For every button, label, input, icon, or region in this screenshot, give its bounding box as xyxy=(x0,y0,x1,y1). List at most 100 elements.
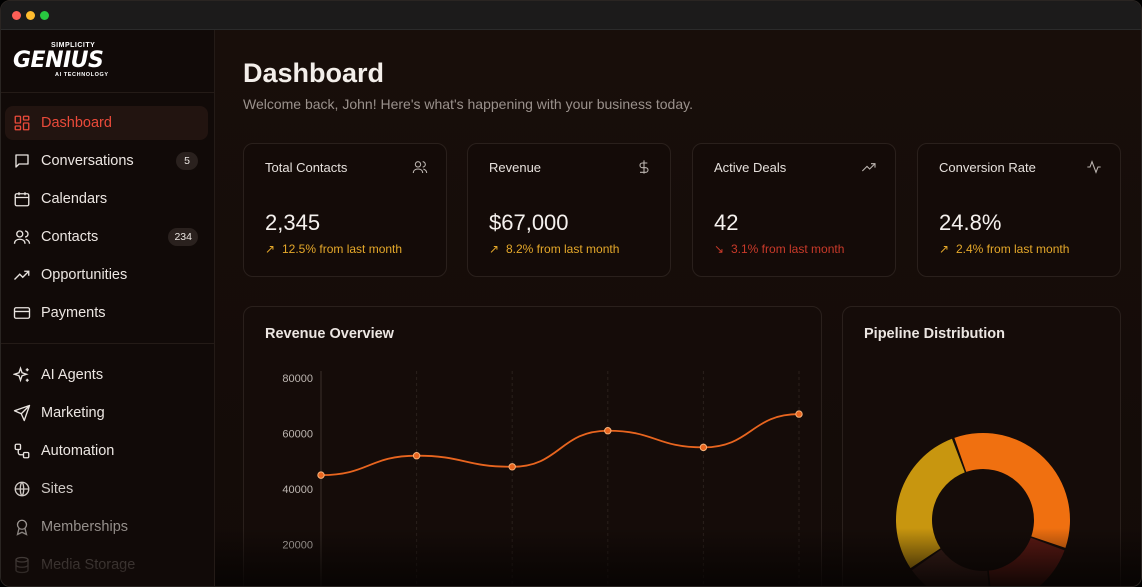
users-icon xyxy=(412,159,428,175)
globe-icon xyxy=(13,480,31,498)
sidebar-item-label: Payments xyxy=(41,305,106,321)
sidebar-item-label: Contacts xyxy=(41,229,99,245)
sidebar: SIMPLICITY GENIUS AI TECHNOLOGY Dashboar… xyxy=(1,30,215,586)
data-point[interactable] xyxy=(699,443,708,452)
send-icon xyxy=(13,404,31,422)
donut-slice[interactable] xyxy=(988,537,1065,587)
stat-value: 2,345 xyxy=(265,210,321,235)
sidebar-item-marketing[interactable]: Marketing xyxy=(5,396,208,430)
panel-title: Revenue Overview xyxy=(265,326,394,342)
stat-title: Active Deals xyxy=(714,160,787,175)
sidebar-item-opportunities[interactable]: Opportunities xyxy=(5,258,208,292)
stat-value: 42 xyxy=(714,210,739,235)
arrow-down-right-icon: ↘ xyxy=(714,242,725,256)
revenue-overview-panel: Revenue Overview 80000 60000 40000 20000 xyxy=(243,306,822,586)
data-point[interactable] xyxy=(604,427,612,435)
sidebar-item-label: Memberships xyxy=(41,519,129,535)
brand-name: GENIUS xyxy=(13,48,104,73)
stat-card-revenue[interactable]: Revenue $67,000 ↗ 8.2% from last month xyxy=(467,143,671,277)
data-point[interactable] xyxy=(317,471,325,479)
count-badge: 5 xyxy=(176,152,198,170)
page-subtitle: Welcome back, John! Here's what's happen… xyxy=(243,96,693,112)
pipeline-donut-chart xyxy=(896,433,1070,587)
donut-slice[interactable] xyxy=(954,433,1070,548)
stat-trend: ↗ 2.4% from last month xyxy=(939,242,1069,256)
arrow-up-right-icon: ↗ xyxy=(939,242,950,256)
stat-title: Total Contacts xyxy=(265,160,348,175)
y-tick-label: 20000 xyxy=(282,540,313,552)
stat-value: $67,000 xyxy=(489,210,569,235)
sidebar-item-ai-agents[interactable]: AI Agents xyxy=(5,358,208,392)
stat-card-conversion-rate[interactable]: Conversion Rate 24.8% ↗ 2.4% from last mo… xyxy=(917,143,1121,277)
y-tick-label: 60000 xyxy=(282,429,313,441)
stat-trend: ↘ 3.1% from last month xyxy=(714,242,844,256)
divider xyxy=(1,343,214,344)
dashboard-icon xyxy=(13,114,31,132)
title-bar xyxy=(1,1,1141,30)
sidebar-item-sites[interactable]: Sites xyxy=(5,472,208,506)
workflow-icon xyxy=(13,442,31,460)
sidebar-item-automation[interactable]: Automation xyxy=(5,434,208,468)
sidebar-item-label: Calendars xyxy=(41,191,108,207)
minimize-window-button[interactable] xyxy=(26,11,35,20)
series-line xyxy=(320,413,800,477)
sidebar-item-label: Conversations xyxy=(41,153,134,169)
count-badge: 234 xyxy=(168,228,198,246)
arrow-up-right-icon: ↗ xyxy=(265,242,276,256)
sidebar-item-conversations[interactable]: Conversations 5 xyxy=(5,144,208,178)
revenue-line-chart: 80000 60000 40000 20000 xyxy=(282,371,803,586)
data-point[interactable] xyxy=(412,452,421,460)
sidebar-item-label: Automation xyxy=(41,443,115,459)
stat-card-active-deals[interactable]: Active Deals 42 ↘ 3.1% from last month xyxy=(692,143,896,277)
stat-trend-text: 12.5% from last month xyxy=(282,242,403,256)
stat-trend-text: 3.1% from last month xyxy=(731,242,845,256)
data-point[interactable] xyxy=(795,410,803,418)
credit-card-icon xyxy=(13,304,31,322)
stat-title: Revenue xyxy=(489,160,542,175)
sidebar-item-label: Sites xyxy=(41,481,74,497)
activity-icon xyxy=(1086,159,1102,175)
main-content: Dashboard Welcome back, John! Here's wha… xyxy=(215,30,1141,587)
database-icon xyxy=(13,556,31,574)
sparkles-icon xyxy=(13,366,31,384)
stat-trend: ↗ 12.5% from last month xyxy=(265,242,402,256)
award-icon xyxy=(13,518,31,536)
dollar-icon xyxy=(636,159,652,175)
stat-trend-text: 2.4% from last month xyxy=(956,242,1070,256)
chat-icon xyxy=(13,152,31,170)
stat-title: Conversion Rate xyxy=(939,160,1036,175)
maximize-window-button[interactable] xyxy=(40,11,49,20)
users-icon xyxy=(13,228,31,246)
sidebar-item-label: Media Storage xyxy=(41,557,136,573)
trending-up-icon xyxy=(13,266,31,284)
brand-top: SIMPLICITY xyxy=(51,42,96,49)
sidebar-item-label: Opportunities xyxy=(41,267,128,283)
sidebar-item-label: Marketing xyxy=(41,405,105,421)
sidebar-item-label: Dashboard xyxy=(41,115,112,131)
sidebar-item-memberships[interactable]: Memberships xyxy=(5,510,208,544)
brand-logo[interactable]: SIMPLICITY GENIUS AI TECHNOLOGY xyxy=(13,42,138,82)
stat-card-total-contacts[interactable]: Total Contacts 2,345 ↗ 12.5% from last mo… xyxy=(243,143,447,277)
donut-slice[interactable] xyxy=(896,438,965,569)
stat-trend: ↗ 8.2% from last month xyxy=(489,242,619,256)
brand-tagline: AI TECHNOLOGY xyxy=(55,72,109,78)
sidebar-item-label: AI Agents xyxy=(41,367,104,383)
y-tick-label: 80000 xyxy=(282,373,313,385)
arrow-up-right-icon: ↗ xyxy=(489,242,500,256)
sidebar-item-dashboard[interactable]: Dashboard xyxy=(5,106,208,140)
calendar-icon xyxy=(13,190,31,208)
divider xyxy=(1,92,214,93)
panel-title: Pipeline Distribution xyxy=(864,326,1005,342)
y-tick-label: 40000 xyxy=(282,484,313,496)
stat-value: 24.8% xyxy=(939,210,1002,235)
data-point[interactable] xyxy=(508,463,516,471)
stat-trend-text: 8.2% from last month xyxy=(506,242,620,256)
sidebar-item-contacts[interactable]: Contacts 234 xyxy=(5,220,208,254)
trending-up-icon xyxy=(861,159,877,175)
pipeline-distribution-panel: Pipeline Distribution xyxy=(842,306,1121,587)
sidebar-item-media-storage[interactable]: Media Storage xyxy=(5,548,208,582)
sidebar-item-payments[interactable]: Payments xyxy=(5,296,208,330)
sidebar-item-calendars[interactable]: Calendars xyxy=(5,182,208,216)
close-window-button[interactable] xyxy=(12,11,21,20)
